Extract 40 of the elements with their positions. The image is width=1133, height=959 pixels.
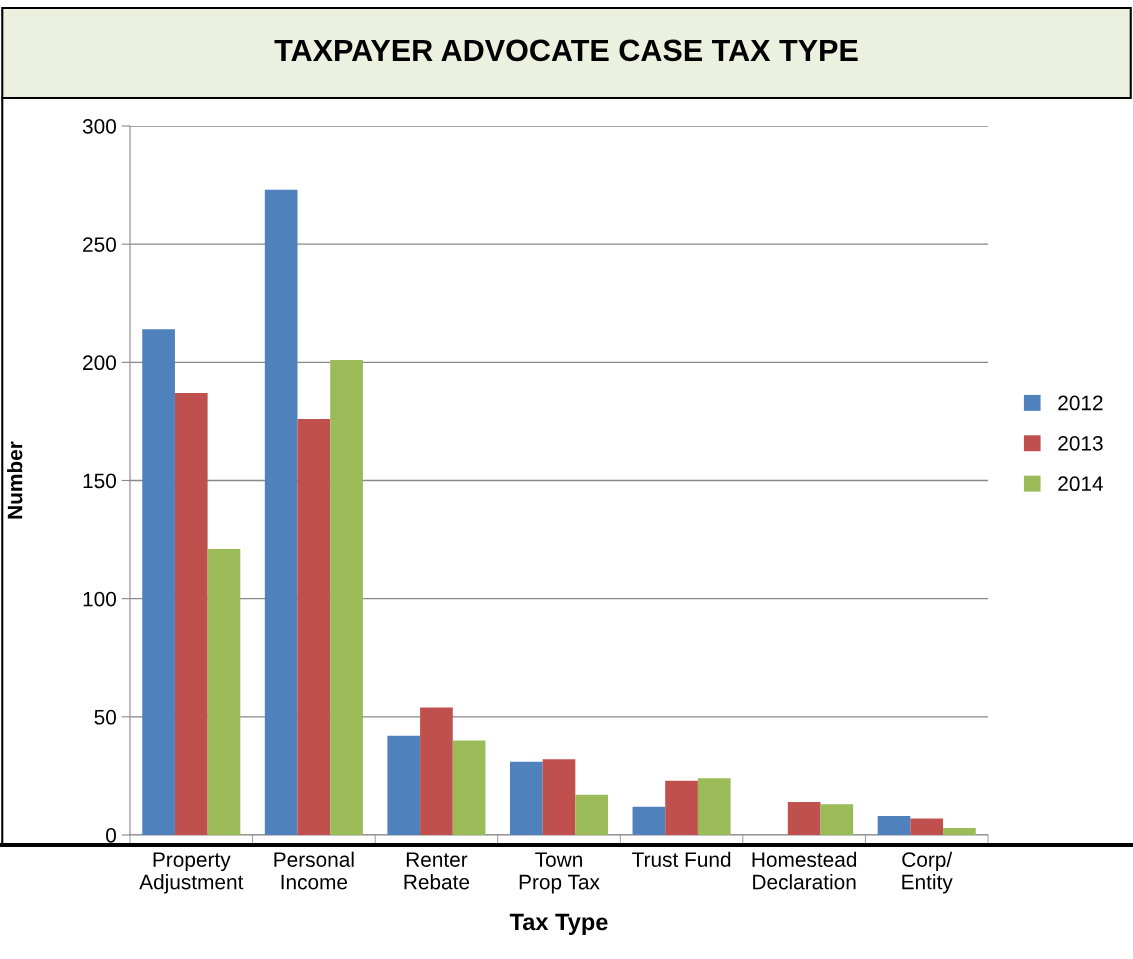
chart-title: TAXPAYER ADVOCATE CASE TAX TYPE xyxy=(274,39,858,62)
bar xyxy=(575,794,609,835)
x-axis-title: Tax Type xyxy=(509,913,608,935)
bar xyxy=(264,189,298,835)
x-tick-label: Homestead Declaration xyxy=(752,851,857,890)
bar xyxy=(697,778,731,835)
bar xyxy=(387,735,421,835)
x-tick-label: Renter Rebate xyxy=(404,852,470,890)
legend-label: 2012 xyxy=(1058,395,1103,411)
y-tick-label: 200 xyxy=(83,355,116,371)
bar xyxy=(665,780,698,835)
y-tick-label: 0 xyxy=(106,828,116,843)
bar xyxy=(632,806,666,835)
legend-label: 2014 xyxy=(1058,476,1103,492)
bar xyxy=(877,816,911,835)
x-tick-label: Trust Fund xyxy=(632,851,731,867)
bar xyxy=(330,359,363,835)
bar xyxy=(910,818,944,835)
y-tick-label: 250 xyxy=(83,237,116,252)
bar xyxy=(509,761,543,835)
x-tick-label: Corp/ Entity xyxy=(902,851,953,894)
y-tick-label: 50 xyxy=(94,709,116,725)
bar xyxy=(297,419,331,835)
bar xyxy=(820,804,854,835)
x-tick-label: Town Prop Tax xyxy=(519,852,600,894)
bar xyxy=(142,329,175,835)
x-tick-label: Property Adjustment xyxy=(139,852,244,894)
y-tick-label: 150 xyxy=(83,473,116,489)
y-tick-label: 100 xyxy=(83,591,116,607)
bar xyxy=(542,759,576,835)
bar xyxy=(207,549,241,835)
bar xyxy=(452,740,486,835)
bar xyxy=(420,707,453,835)
y-tick-label: 300 xyxy=(82,119,116,134)
legend-label: 2013 xyxy=(1058,435,1103,451)
x-tick-label: Personal Income xyxy=(274,851,354,890)
y-axis-title: Number xyxy=(7,441,23,519)
bar xyxy=(174,393,208,835)
bar xyxy=(943,827,976,835)
bar xyxy=(787,801,821,835)
